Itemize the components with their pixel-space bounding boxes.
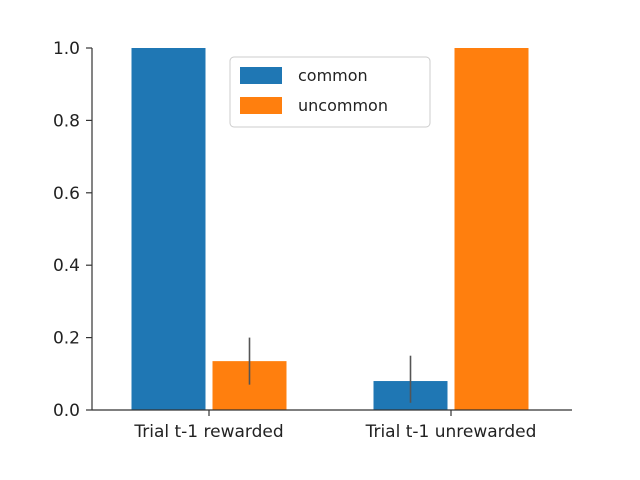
x-tick-label: Trial t-1 unrewarded (365, 422, 537, 442)
axes-layer (91, 48, 572, 411)
bar-uncommon-trial-t-1-unrewarded (454, 48, 529, 410)
x-tick-label: Trial t-1 rewarded (133, 422, 283, 442)
y-tick-label: 0.6 (53, 184, 80, 204)
legend: common uncommon (229, 56, 431, 128)
y-tick-label: 0.4 (53, 256, 80, 276)
legend-label-common: common (298, 66, 368, 85)
legend-swatch-uncommon (240, 97, 282, 114)
legend-label-uncommon: uncommon (298, 96, 388, 115)
legend-swatch-common (240, 67, 282, 84)
bar-common-trial-t-1-rewarded (131, 48, 206, 410)
y-tick-label: 0.8 (53, 111, 80, 131)
y-tick-label: 0.0 (53, 401, 80, 421)
y-tick-label: 0.2 (53, 329, 80, 349)
y-ticks-layer: 0.0 0.2 0.4 0.6 0.8 1.0 (53, 39, 92, 421)
x-ticks-layer: Trial t-1 rewarded Trial t-1 unrewarded (133, 410, 536, 442)
y-tick-label: 1.0 (53, 39, 80, 59)
error-bars-layer (248, 337, 412, 403)
bars-layer (131, 48, 529, 410)
